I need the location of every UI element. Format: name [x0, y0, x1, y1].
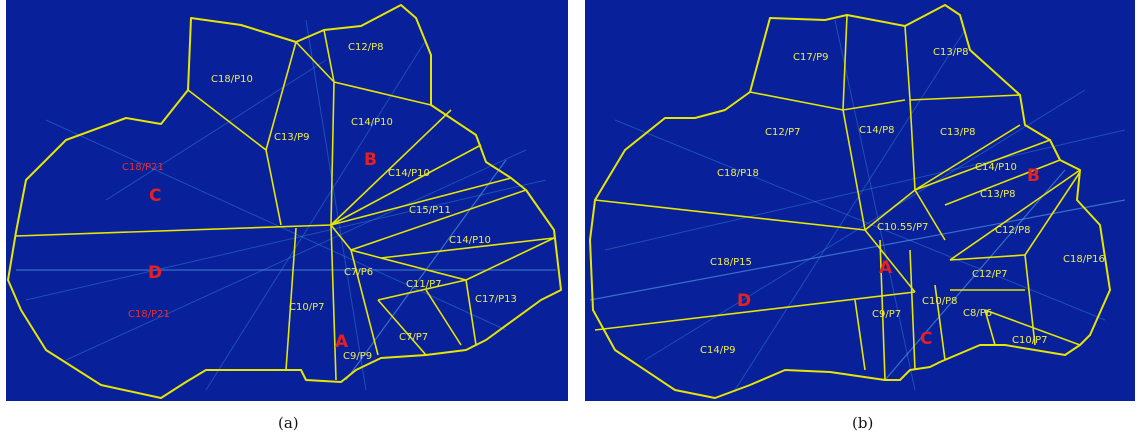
edge — [944, 159, 1061, 206]
region-label: C9/P7 — [872, 309, 901, 320]
marker-a: A — [335, 332, 349, 352]
trace — [25, 179, 547, 301]
edge — [914, 139, 1051, 191]
region-label: C14/P10 — [449, 235, 491, 246]
edge — [594, 291, 916, 331]
region-label: C15/P11 — [409, 205, 451, 216]
edge — [333, 81, 432, 106]
region-label: C17/P13 — [475, 294, 517, 305]
region-label: C13/P8 — [933, 47, 968, 58]
region-label: C12/P8 — [995, 225, 1030, 236]
edge — [949, 254, 1026, 261]
edge — [15, 224, 332, 237]
region-label: C14/P10 — [975, 162, 1017, 173]
trace — [589, 199, 1126, 301]
edge — [1024, 254, 1036, 346]
region-label: C18/P10 — [211, 74, 253, 85]
region-label: C8/P6 — [963, 308, 992, 319]
panel-a: C12/P8 C18/P10 C13/P9 C14/P10 C14/P10 C1… — [6, 0, 568, 401]
edge — [594, 199, 866, 231]
edge — [330, 109, 452, 226]
region-label: C9/P9 — [343, 351, 372, 362]
region-label: C7/P7 — [399, 332, 428, 343]
panel-a-diagram: C12/P8 C18/P10 C13/P9 C14/P10 C14/P10 C1… — [6, 0, 568, 401]
trace — [65, 149, 527, 361]
marker-a: A — [879, 258, 893, 278]
edge — [465, 279, 477, 346]
region-label: C18/P18 — [717, 168, 759, 179]
edge — [265, 41, 297, 151]
marker-c: C — [920, 329, 932, 349]
region-label: C17/P9 — [793, 52, 828, 63]
region-label: C14/P10 — [388, 168, 430, 179]
region-label: C12/P7 — [972, 269, 1007, 280]
edge — [854, 299, 866, 371]
caption-b: (b) — [852, 414, 874, 432]
edge — [330, 224, 337, 381]
region-label: C10/P7 — [1012, 335, 1047, 346]
marker-b: B — [1027, 166, 1040, 186]
edge — [864, 189, 916, 231]
edge — [330, 144, 482, 226]
edge — [864, 229, 916, 293]
edge — [377, 279, 467, 301]
region-label: C13/P9 — [274, 132, 309, 143]
trace — [205, 39, 427, 391]
edge — [934, 284, 946, 361]
region-label: C11/P7 — [406, 279, 441, 290]
edge — [914, 124, 1021, 191]
region-label: C7/P6 — [344, 267, 373, 278]
edge — [350, 189, 527, 251]
region-boundary — [7, 4, 562, 399]
trace — [614, 119, 1106, 321]
region-label: C13/P8 — [940, 127, 975, 138]
edge — [909, 249, 916, 371]
edge — [425, 289, 462, 346]
region-label: C10.55/P7 — [877, 222, 928, 233]
edge — [984, 309, 1081, 346]
edge — [879, 239, 886, 381]
region-label: C13/P8 — [980, 189, 1015, 200]
caption-a: (a) — [278, 414, 299, 432]
region-label: C14/P8 — [859, 125, 894, 136]
edge — [350, 249, 379, 356]
trace — [884, 169, 1066, 381]
edge — [377, 299, 427, 356]
region-label: C10/P8 — [922, 296, 957, 307]
edge — [842, 109, 866, 231]
region-label: C10/P7 — [289, 302, 324, 313]
trace — [305, 19, 367, 391]
marker-b: B — [364, 150, 377, 170]
region-label: C18/P21 — [128, 309, 170, 320]
region-label: C18/P16 — [1063, 254, 1105, 265]
region-label: C18/P21 — [122, 162, 164, 173]
marker-d: D — [148, 263, 162, 283]
edge — [949, 169, 1081, 261]
edge — [330, 177, 512, 226]
region-label: C14/P10 — [351, 117, 393, 128]
marker-d: D — [737, 291, 751, 311]
trace — [604, 129, 1126, 251]
panel-b: C17/P9 C13/P8 C12/P7 C14/P8 C13/P8 C18/P… — [585, 0, 1135, 401]
edge — [1024, 171, 1081, 256]
region-label: C12/P7 — [765, 127, 800, 138]
trace — [734, 29, 966, 391]
edge — [984, 309, 996, 346]
edge — [380, 237, 555, 259]
region-label: C18/P15 — [710, 257, 752, 268]
region-label: C12/P8 — [348, 42, 383, 53]
edge — [909, 94, 1021, 101]
edge — [285, 227, 297, 371]
edge — [323, 29, 335, 83]
trace — [105, 59, 327, 201]
marker-c: C — [149, 186, 161, 206]
region-label: C14/P9 — [700, 345, 735, 356]
panel-b-diagram: C17/P9 C13/P8 C12/P7 C14/P8 C13/P8 C18/P… — [585, 0, 1135, 401]
trace — [834, 19, 916, 391]
region-boundary — [589, 4, 1111, 399]
edge — [842, 14, 848, 111]
edge — [914, 189, 946, 241]
